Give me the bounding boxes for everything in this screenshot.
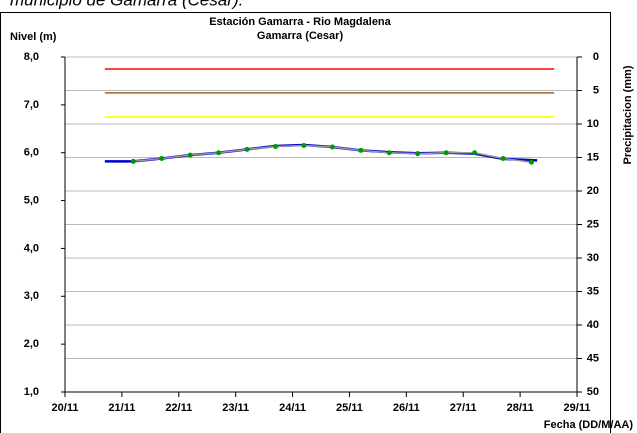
y-tick-label: 2,0	[24, 338, 39, 350]
y2-tick-label: 20	[587, 185, 599, 197]
x-axis-label: Fecha (DD/M/AA)	[544, 419, 634, 431]
x-tick-label: 25/11	[336, 402, 363, 414]
y-tick-label: 5,0	[24, 194, 39, 206]
x-tick-label: 28/11	[507, 402, 534, 414]
y-tick-label: 4,0	[24, 242, 39, 254]
y-tick-label: 6,0	[24, 147, 39, 159]
x-tick-label: 21/11	[108, 402, 135, 414]
y2-tick-label: 35	[587, 285, 599, 297]
x-tick-label: 27/11	[450, 402, 477, 414]
y2-tick-label: 45	[587, 352, 599, 364]
x-tick-label: 23/11	[222, 402, 249, 414]
data-point	[130, 158, 136, 164]
x-tick-label: 29/11	[564, 402, 591, 414]
chart-title: Estación Gamarra - Rio Magdalena	[209, 16, 391, 28]
chart-frame	[0, 12, 611, 433]
data-point	[443, 150, 449, 156]
y-axis-label: Nivel (m)	[10, 31, 57, 43]
y2-tick-label: 30	[587, 252, 599, 264]
data-point	[386, 150, 392, 156]
y2-tick-label: 15	[587, 151, 599, 163]
data-point	[159, 155, 165, 161]
header-text: municipio de Gamarra (Cesar).	[10, 0, 243, 9]
y2-axis-label: Precipitacion (mm)	[622, 65, 634, 164]
data-point	[301, 143, 307, 149]
y2-tick-label: 40	[587, 319, 599, 331]
data-point	[216, 150, 222, 156]
x-tick-label: 26/11	[393, 402, 420, 414]
data-point	[528, 159, 534, 165]
y2-tick-label: 50	[587, 386, 599, 398]
y2-tick-label: 0	[593, 51, 599, 63]
y-tick-label: 3,0	[24, 290, 39, 302]
x-tick-label: 20/11	[52, 402, 79, 414]
y2-tick-label: 10	[587, 118, 599, 130]
y-tick-label: 8,0	[24, 51, 39, 63]
data-point	[358, 147, 364, 153]
data-point	[415, 151, 421, 157]
x-tick-label: 24/11	[279, 402, 306, 414]
data-point	[272, 143, 278, 149]
data-point	[187, 152, 193, 158]
y2-tick-label: 5	[593, 84, 599, 96]
y-tick-label: 7,0	[24, 99, 39, 111]
data-point	[500, 155, 506, 161]
x-tick-label: 22/11	[165, 402, 192, 414]
data-point	[472, 150, 478, 156]
y2-tick-label: 25	[587, 218, 599, 230]
chart-subtitle: Gamarra (Cesar)	[257, 30, 344, 42]
data-point	[329, 144, 335, 150]
data-point	[244, 146, 250, 152]
y-tick-label: 1,0	[24, 386, 39, 398]
